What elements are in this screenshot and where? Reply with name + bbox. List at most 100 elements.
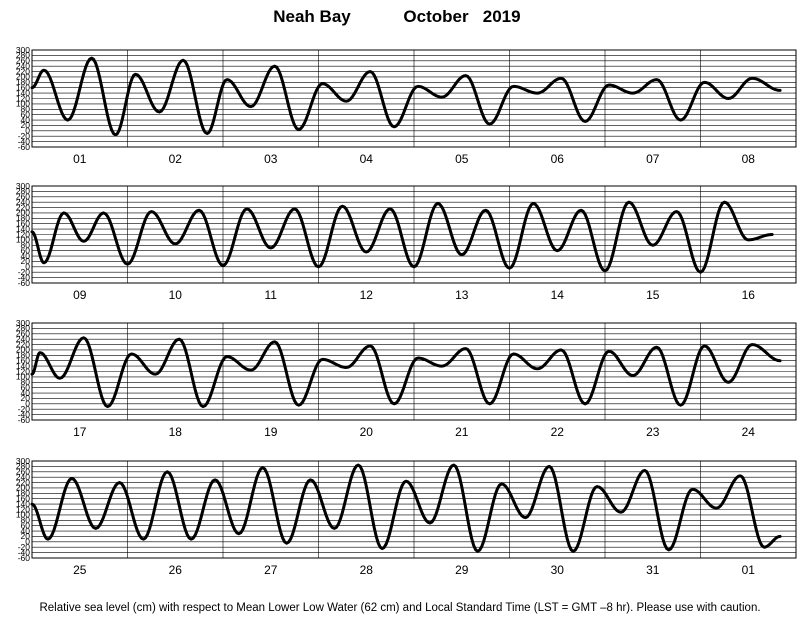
y-tick-label: 180	[16, 488, 30, 498]
y-tick-label: 220	[16, 477, 30, 487]
day-label: 22	[551, 425, 565, 439]
y-tick-label: 20	[21, 120, 31, 130]
day-label: 13	[455, 288, 469, 302]
y-tick-label: 40	[21, 251, 31, 261]
y-tick-label: -40	[18, 272, 31, 282]
day-label: 31	[646, 563, 660, 577]
y-tick-label: 100	[16, 99, 30, 109]
day-label: 04	[360, 152, 374, 166]
y-tick-label: 120	[16, 504, 30, 514]
y-tick-label: 100	[16, 235, 30, 245]
y-tick-label: 160	[16, 494, 30, 504]
y-tick-label: 160	[16, 83, 30, 93]
tide-panel: 3002802602402202001801601401201008060402…	[16, 456, 797, 577]
y-tick-label: -60	[18, 553, 31, 563]
y-tick-label: -60	[18, 142, 31, 152]
tide-line	[30, 336, 782, 409]
y-tick-label: 100	[16, 372, 30, 382]
chart-title-month-year: October 2019	[403, 7, 520, 26]
tide-panel: 3002802602402202001801601401201008060402…	[16, 181, 797, 302]
y-tick-label: 220	[16, 202, 30, 212]
y-tick-label: 20	[21, 393, 31, 403]
y-tick-label: 120	[16, 229, 30, 239]
y-tick-label: -40	[18, 409, 31, 419]
day-label: 23	[646, 425, 660, 439]
y-tick-label: 220	[16, 66, 30, 76]
y-tick-label: 300	[16, 456, 30, 466]
panel-frame	[31, 185, 797, 284]
y-tick-label: 40	[21, 115, 31, 125]
y-tick-label: 240	[16, 334, 30, 344]
y-tick-label: 280	[16, 461, 30, 471]
y-tick-label: -40	[18, 136, 31, 146]
day-label: 11	[265, 288, 278, 302]
day-label: 21	[455, 425, 469, 439]
y-tick-label: 280	[16, 50, 30, 60]
day-label: 28	[360, 563, 374, 577]
tide-panel: 3002802602402202001801601401201008060402…	[16, 318, 797, 439]
y-tick-label: 240	[16, 472, 30, 482]
day-label: 02	[169, 152, 183, 166]
panels-layer: 3002802602402202001801601401201008060402…	[16, 45, 797, 577]
day-label: 25	[73, 563, 87, 577]
y-tick-label: 200	[16, 345, 30, 355]
y-tick-label: 180	[16, 77, 30, 87]
y-tick-label: 300	[16, 318, 30, 328]
y-tick-label: 0	[25, 126, 30, 136]
day-label: 16	[742, 288, 756, 302]
day-label: 10	[169, 288, 183, 302]
y-tick-label: 140	[16, 499, 30, 509]
y-tick-label: -40	[18, 547, 31, 557]
day-label: 14	[551, 288, 565, 302]
day-label: 01	[73, 152, 87, 166]
day-label: 08	[742, 152, 756, 166]
day-label: 05	[455, 152, 469, 166]
y-tick-label: -60	[18, 278, 31, 288]
y-tick-label: 40	[21, 388, 31, 398]
y-tick-label: 20	[21, 531, 31, 541]
y-tick-label: -20	[18, 542, 31, 552]
day-label: 12	[360, 288, 374, 302]
y-tick-label: 0	[25, 537, 30, 547]
day-label: 29	[455, 563, 469, 577]
y-tick-label: 100	[16, 510, 30, 520]
y-tick-label: 60	[21, 245, 31, 255]
y-tick-label: 160	[16, 356, 30, 366]
y-tick-label: 80	[21, 515, 31, 525]
y-tick-label: 60	[21, 382, 31, 392]
y-tick-label: 60	[21, 109, 31, 119]
y-tick-label: 280	[16, 186, 30, 196]
y-tick-label: 200	[16, 208, 30, 218]
tide-line	[30, 56, 782, 137]
y-tick-label: 220	[16, 339, 30, 349]
y-tick-label: 0	[25, 399, 30, 409]
y-tick-label: 300	[16, 181, 30, 191]
day-label: 24	[742, 425, 756, 439]
y-tick-label: 240	[16, 61, 30, 71]
y-tick-label: 140	[16, 224, 30, 234]
y-tick-label: 160	[16, 219, 30, 229]
y-tick-label: 120	[16, 93, 30, 103]
y-tick-label: 80	[21, 377, 31, 387]
panel-frame	[31, 460, 797, 559]
day-label: 09	[73, 288, 87, 302]
y-tick-label: -20	[18, 404, 31, 414]
y-tick-label: 260	[16, 56, 30, 66]
day-label: 18	[169, 425, 183, 439]
y-tick-label: 300	[16, 45, 30, 55]
day-label: 20	[360, 425, 374, 439]
tide-line	[30, 200, 774, 274]
day-label: 03	[264, 152, 278, 166]
y-tick-label: 60	[21, 520, 31, 530]
y-tick-label: 80	[21, 240, 31, 250]
y-tick-label: 180	[16, 350, 30, 360]
y-tick-label: 140	[16, 361, 30, 371]
day-label: 26	[169, 563, 183, 577]
footer-note: Relative sea level (cm) with respect to …	[39, 602, 760, 614]
y-tick-label: 260	[16, 467, 30, 477]
y-tick-label: -20	[18, 267, 31, 277]
day-label: 27	[264, 563, 278, 577]
y-tick-label: 80	[21, 104, 31, 114]
